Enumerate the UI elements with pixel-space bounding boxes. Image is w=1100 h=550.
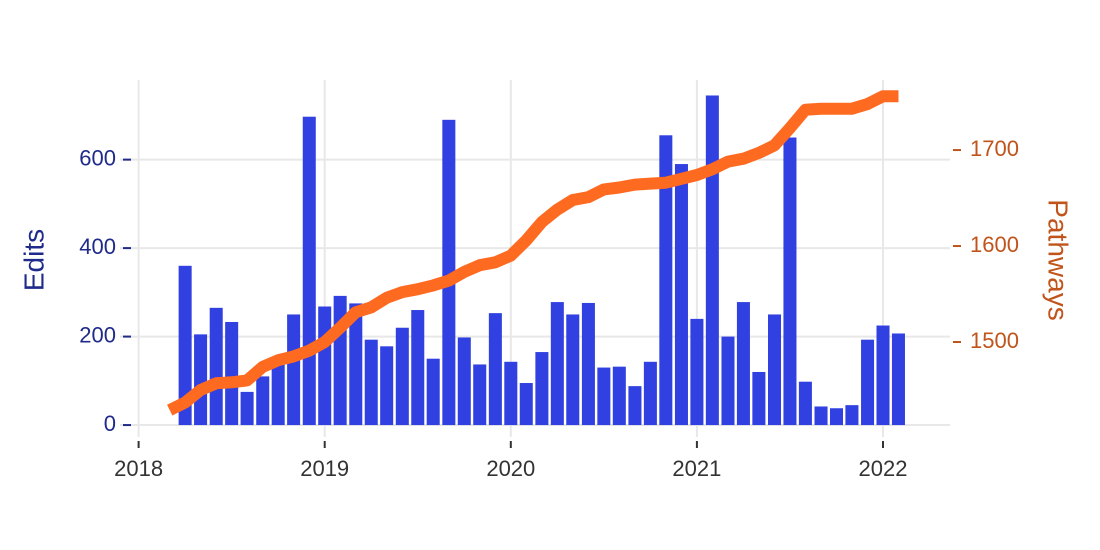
bar: [690, 318, 704, 426]
bar: [705, 95, 719, 426]
bar: [829, 408, 843, 426]
bar: [473, 364, 487, 426]
bar: [457, 337, 471, 426]
y2-tick-label: 1600: [970, 232, 1019, 257]
bar: [225, 321, 239, 426]
bar: [783, 137, 797, 426]
bar: [767, 314, 782, 426]
y2-axis-label: Pathways: [1043, 199, 1074, 320]
y-tick-label: 0: [104, 411, 116, 436]
bar: [628, 386, 642, 426]
bar: [736, 302, 750, 426]
bar: [426, 358, 440, 426]
bar: [240, 391, 254, 426]
bar: [597, 367, 611, 426]
y2-tick-label: 1500: [970, 328, 1019, 353]
bar: [178, 265, 192, 426]
bar: [721, 336, 735, 426]
bar: [550, 302, 564, 426]
x-tick-label: 2019: [300, 456, 349, 481]
bar: [891, 333, 905, 426]
bar: [271, 358, 285, 426]
bar: [876, 325, 890, 426]
bar: [752, 371, 766, 426]
bar: [209, 307, 223, 426]
bar: [659, 135, 673, 426]
bar: [256, 376, 270, 426]
y2-tick-label: 1700: [970, 136, 1019, 161]
bar: [519, 383, 533, 426]
x-tick-label: 2020: [486, 456, 535, 481]
y-tick-label: 400: [79, 234, 116, 259]
bar: [535, 352, 549, 426]
bar: [814, 406, 828, 426]
bar: [566, 314, 580, 426]
bar: [318, 306, 332, 426]
bar: [845, 405, 859, 426]
bar: [442, 119, 456, 426]
bar: [287, 314, 301, 426]
bar: [504, 361, 518, 426]
bar: [395, 327, 409, 426]
bar: [581, 302, 595, 426]
bar: [674, 164, 688, 426]
bar: [612, 366, 626, 426]
bar: [643, 361, 657, 426]
line: [167, 90, 899, 416]
bar: [411, 310, 425, 426]
x-tick-label: 2021: [672, 456, 721, 481]
bar: [349, 303, 363, 426]
bar: [861, 339, 875, 426]
bar: [302, 116, 316, 426]
y-axis-label: Edits: [18, 229, 49, 291]
y-tick-label: 600: [79, 145, 116, 170]
bar: [488, 313, 502, 426]
bar: [194, 334, 208, 426]
x-tick-label: 2022: [859, 456, 908, 481]
bar: [364, 339, 378, 426]
bar: [798, 381, 812, 426]
bar: [380, 346, 394, 426]
x-tick-label: 2018: [114, 456, 163, 481]
y-tick-label: 200: [79, 322, 116, 347]
